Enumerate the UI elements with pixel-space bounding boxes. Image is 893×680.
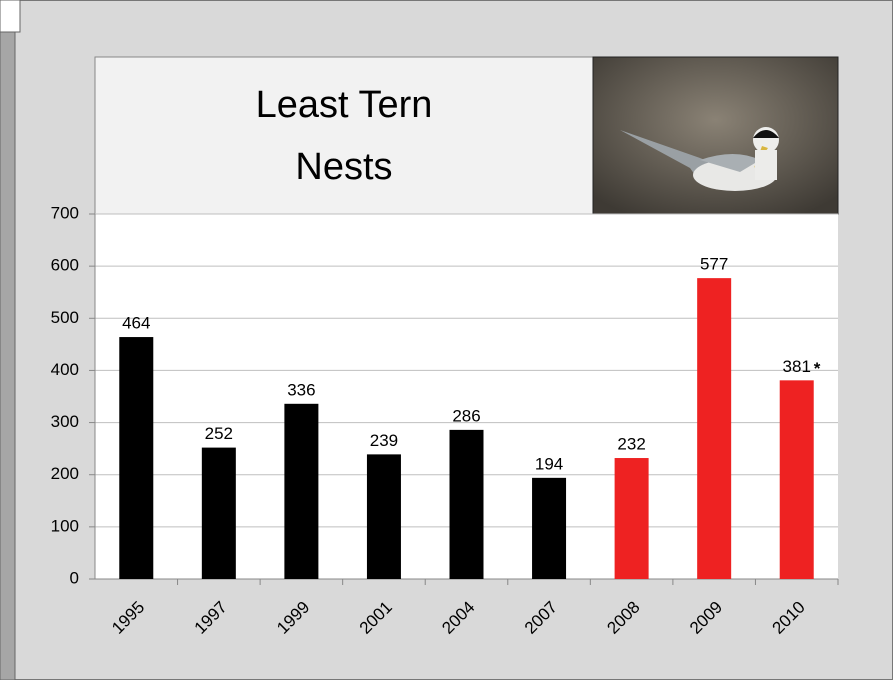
value-label: 464 [122,314,150,333]
value-label: 577 [700,255,728,274]
bar [449,429,484,579]
bar [532,477,567,579]
bar [366,454,401,579]
title-box [94,56,594,215]
bar [119,337,154,579]
y-tick-label: 100 [51,516,79,535]
y-tick-label: 700 [51,203,79,222]
bar [697,278,732,579]
bar [779,380,814,579]
bar [201,447,236,579]
bar [284,403,319,579]
side-strip [0,0,16,680]
y-tick-label: 500 [51,308,79,327]
photo [592,56,839,215]
value-label: 232 [617,435,645,454]
corner [0,0,21,33]
value-label: 286 [452,406,480,425]
y-tick-label: 600 [51,256,79,275]
y-tick-label: 300 [51,412,79,431]
y-tick-label: 200 [51,464,79,483]
annotation: * [814,359,821,378]
title-area: Least Tern Nests [95,57,593,214]
value-label: 381 [783,357,811,376]
value-label: 336 [287,380,315,399]
chart-title: Least Tern Nests [255,83,433,188]
value-label: 239 [370,431,398,450]
y-tick-label: 0 [70,568,79,587]
value-label: 252 [205,424,233,443]
bar [614,458,649,579]
value-label: 194 [535,454,563,473]
y-tick-label: 400 [51,360,79,379]
